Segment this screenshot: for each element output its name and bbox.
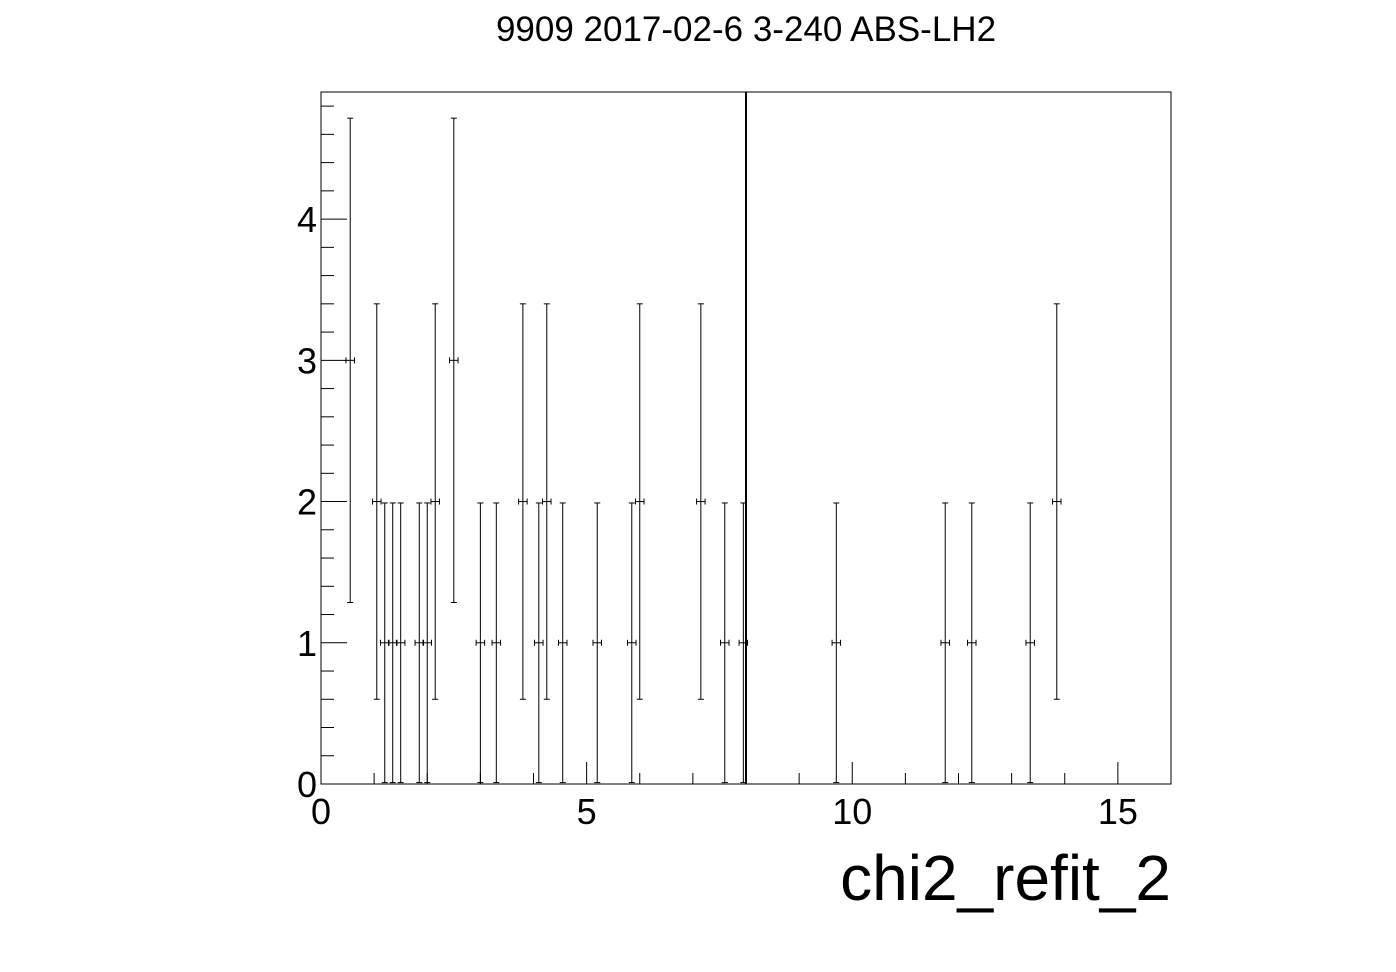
data-point bbox=[557, 502, 568, 784]
data-point bbox=[831, 502, 842, 784]
x-tick-label: 10 bbox=[832, 791, 872, 832]
data-point bbox=[387, 502, 398, 784]
y-tick-label: 2 bbox=[297, 482, 317, 523]
data-point bbox=[696, 303, 706, 700]
y-tick-label: 4 bbox=[297, 199, 317, 240]
data-point bbox=[592, 502, 602, 784]
data-point bbox=[372, 303, 382, 700]
data-point bbox=[534, 502, 544, 784]
x-tick-label: 0 bbox=[311, 791, 331, 832]
data-point bbox=[635, 303, 645, 700]
y-tick-labels: 0 1 2 3 4 bbox=[297, 199, 317, 805]
data-point bbox=[380, 502, 390, 784]
data-point bbox=[967, 502, 977, 784]
data-point bbox=[542, 303, 552, 700]
data-point bbox=[414, 502, 425, 784]
data-point bbox=[1025, 502, 1035, 784]
x-axis-title: chi2_refit_2 bbox=[840, 842, 1171, 914]
data-point bbox=[940, 502, 950, 784]
data-point bbox=[449, 117, 459, 603]
data-point bbox=[475, 502, 486, 784]
chart-title: 9909 2017-02-6 3-240 ABS-LH2 bbox=[495, 10, 997, 49]
x-tick-label: 15 bbox=[1098, 791, 1138, 832]
data-point bbox=[422, 502, 432, 784]
y-minor-ticks bbox=[321, 105, 347, 785]
data-point bbox=[491, 502, 502, 784]
data-point bbox=[345, 117, 355, 603]
error-bars bbox=[345, 117, 1062, 784]
data-point bbox=[720, 502, 730, 784]
x-tick-label: 5 bbox=[577, 791, 597, 832]
y-tick-label: 3 bbox=[297, 340, 317, 381]
data-point bbox=[627, 502, 637, 784]
y-tick-label: 1 bbox=[297, 623, 317, 664]
y-tick-label: 0 bbox=[297, 764, 317, 805]
data-point bbox=[518, 303, 528, 700]
data-point bbox=[1052, 303, 1062, 700]
data-point bbox=[430, 303, 440, 700]
x-tick-labels: 0 5 10 15 bbox=[311, 791, 1138, 832]
data-point bbox=[395, 502, 406, 784]
